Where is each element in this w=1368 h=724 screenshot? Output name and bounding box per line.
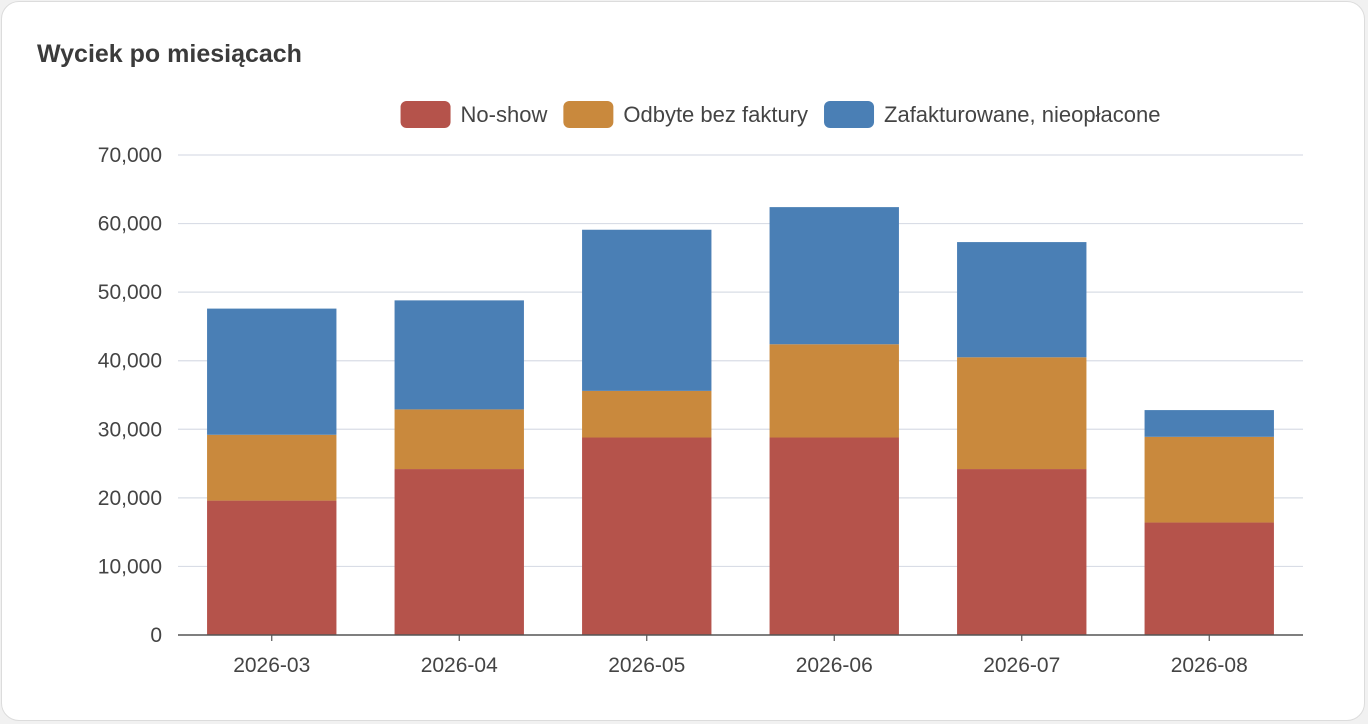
legend-item[interactable]: Zafakturowane, nieopłacone [824, 101, 1160, 128]
y-tick-label: 0 [150, 624, 162, 647]
bar-segment[interactable] [394, 300, 524, 410]
bar-segment[interactable] [582, 229, 712, 391]
x-tick-label: 2026-06 [796, 654, 873, 677]
bar-segment[interactable] [394, 469, 524, 635]
y-tick-label: 30,000 [98, 418, 162, 441]
bar-segment[interactable] [582, 437, 712, 635]
legend-swatch [400, 101, 451, 128]
x-tick-label: 2026-03 [233, 654, 310, 677]
bar-stack-2026-08[interactable] [1144, 410, 1274, 635]
x-tick-label: 2026-07 [983, 654, 1060, 677]
chart-title: Wyciek po miesiącach [37, 40, 302, 68]
y-tick-label: 70,000 [98, 144, 162, 167]
bar-segment[interactable] [957, 357, 1087, 470]
legend-item[interactable]: Odbyte bez faktury [563, 101, 808, 128]
legend-label: Odbyte bez faktury [623, 102, 808, 127]
legend-item[interactable]: No-show [400, 101, 548, 128]
bar-stacks [207, 207, 1274, 635]
y-tick-label: 50,000 [98, 281, 162, 304]
y-tick-label: 20,000 [98, 487, 162, 510]
x-tick-label: 2026-08 [1171, 654, 1248, 677]
bar-stack-2026-05[interactable] [582, 229, 712, 635]
legend-label: No-show [461, 102, 548, 127]
bar-stack-2026-06[interactable] [769, 207, 899, 635]
grid-lines [178, 154, 1303, 568]
y-tick-label: 10,000 [98, 555, 162, 578]
y-tick-label: 60,000 [98, 213, 162, 236]
x-tick-label: 2026-04 [421, 654, 498, 677]
x-axis: 2026-03 2026-04 2026-05 2026-06 2026-07 2026-… [178, 634, 1303, 677]
bar-stack-2026-07[interactable] [957, 242, 1087, 635]
bar-segment[interactable] [394, 409, 524, 470]
bar-segment[interactable] [1144, 436, 1274, 523]
bar-segment[interactable] [769, 344, 899, 438]
bar-segment[interactable] [769, 207, 899, 345]
bar-stack-2026-03[interactable] [207, 308, 337, 635]
y-axis: 0 10,000 20,000 30,000 40,000 50,000 60,000 70,… [98, 144, 162, 647]
legend-swatch [563, 101, 614, 128]
x-tick-label: 2026-05 [608, 654, 685, 677]
bar-segment[interactable] [582, 390, 712, 438]
y-tick-label: 40,000 [98, 350, 162, 373]
bar-segment[interactable] [207, 434, 337, 501]
legend-label: Zafakturowane, nieopłacone [884, 102, 1160, 127]
bar-segment[interactable] [1144, 522, 1274, 635]
bar-segment[interactable] [207, 500, 337, 635]
legend-swatch [824, 101, 875, 128]
bar-stack-2026-04[interactable] [394, 300, 524, 635]
bar-segment[interactable] [207, 308, 337, 435]
bar-segment[interactable] [769, 437, 899, 635]
bar-segment[interactable] [957, 242, 1087, 358]
bar-segment[interactable] [957, 469, 1087, 635]
chart-legend: No-show Odbyte bez faktury Zafakturowane, … [400, 101, 1160, 128]
bar-segment[interactable] [1144, 410, 1274, 437]
